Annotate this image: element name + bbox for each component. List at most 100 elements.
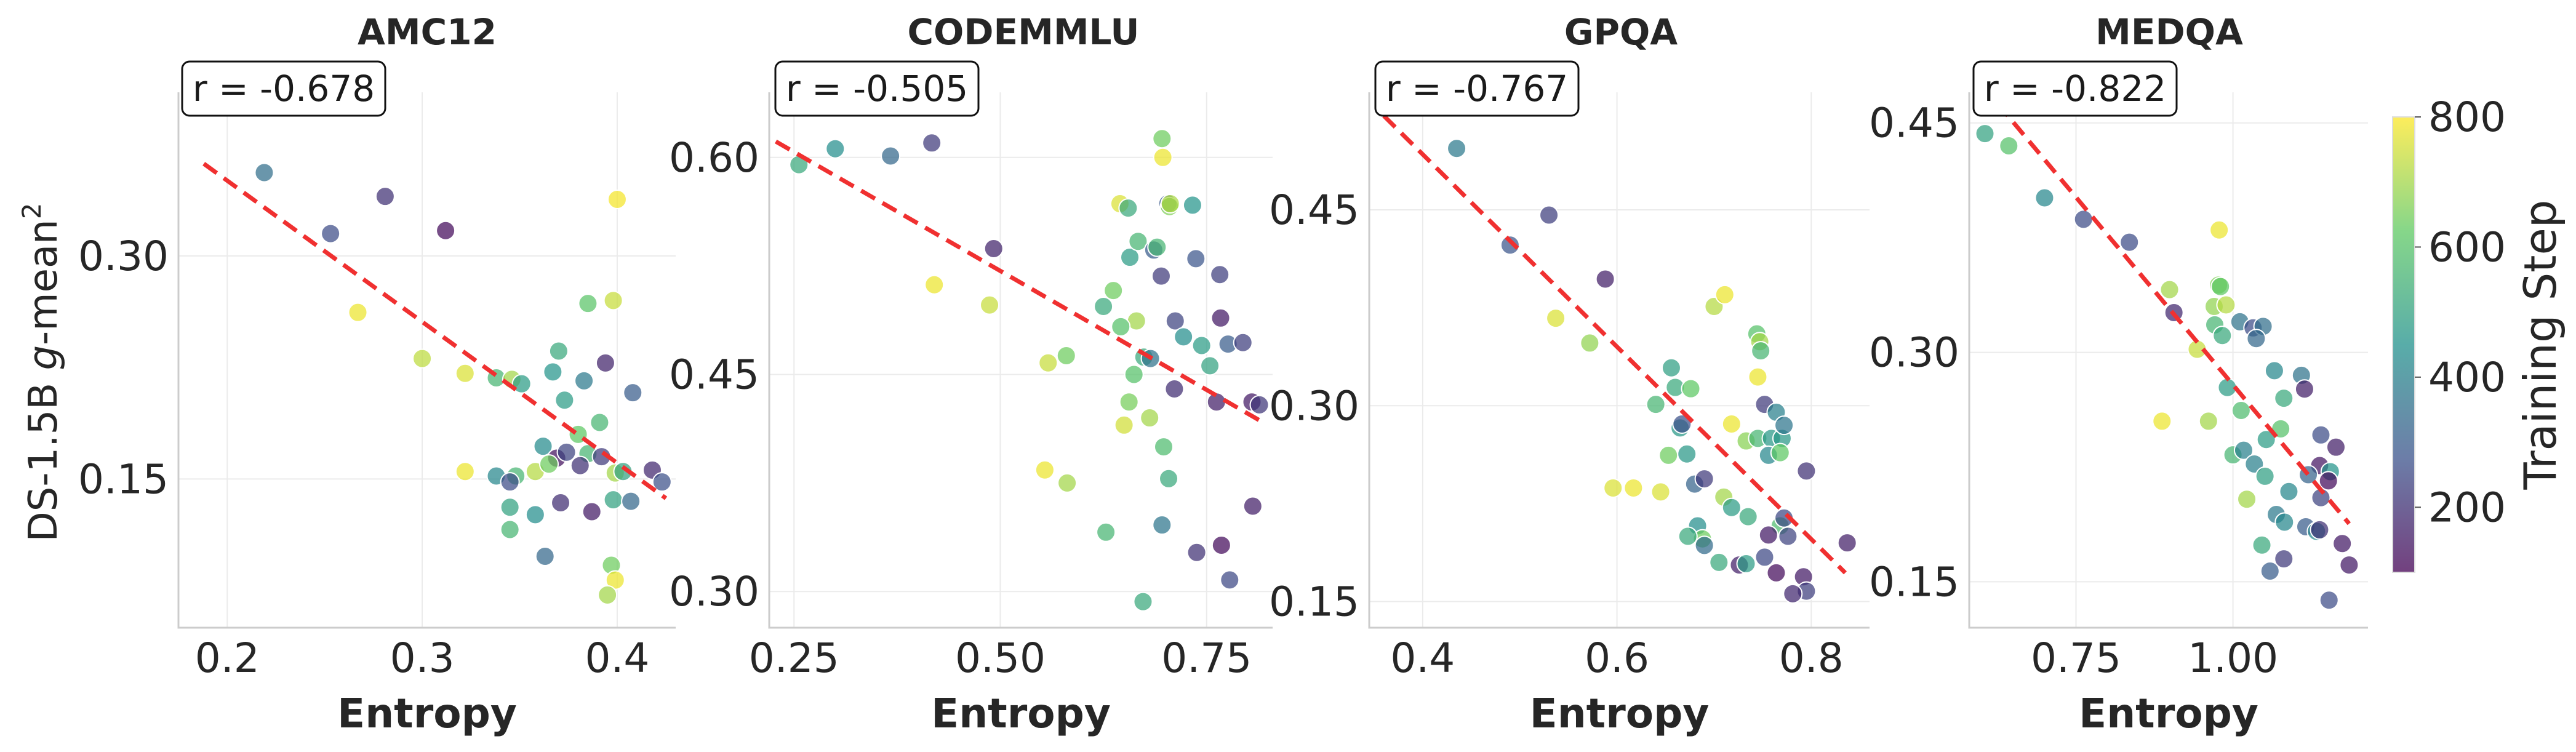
scatter-point — [551, 493, 571, 513]
scatter-point — [1783, 583, 1803, 604]
scatter-point — [1038, 353, 1058, 373]
scatter-point — [1603, 478, 1623, 498]
axis-spine — [1968, 92, 2368, 629]
scatter-point — [1056, 345, 1076, 366]
panel-title: GPQA — [1564, 11, 1678, 53]
scatter-point — [2210, 276, 2231, 297]
axis-spine — [1368, 92, 1870, 629]
scatter-point — [1118, 198, 1138, 218]
scatter-point — [1249, 394, 1270, 415]
scatter-point — [2216, 295, 2236, 315]
scatter-point — [1774, 415, 1794, 436]
panel-amc12: 0.2 0.3 0.4 0.15 0.30 AMC12 Entropy r = -0.678 — [78, 11, 676, 737]
scatter-point — [1646, 394, 1666, 415]
scatter-point — [621, 491, 641, 511]
scatter-point — [500, 472, 520, 492]
scatter-point — [1147, 237, 1167, 257]
scatter-point — [1119, 392, 1139, 412]
scatter-point — [556, 442, 577, 462]
scatter-point — [1140, 408, 1160, 428]
scatter-point — [1539, 205, 1559, 225]
scatter-point — [1233, 332, 1253, 353]
scatter-point — [1658, 445, 1679, 465]
scatter-point — [2209, 220, 2230, 240]
panel-codemmlu: 0.25 0.50 0.75 0.30 0.45 0.60 CODEMMLU Entropy r… — [669, 11, 1273, 737]
scatter-point — [2319, 590, 2339, 610]
scatter-point — [2326, 437, 2346, 457]
scatter-point — [2152, 411, 2172, 431]
scatter-point — [2274, 512, 2295, 532]
scatter-point — [570, 455, 590, 476]
x-tick-label: 0.6 — [1585, 634, 1649, 682]
axis-spine — [177, 92, 676, 629]
scatter-point — [595, 353, 615, 373]
y-tick-label: 0.30 — [1269, 382, 1359, 430]
scatter-point — [1153, 437, 1174, 457]
scatter-point — [1677, 444, 1697, 464]
scatter-point — [1694, 535, 1714, 556]
scatter-point — [539, 454, 559, 474]
scatter-point — [1650, 482, 1671, 502]
y-tick-label: 0.30 — [78, 233, 169, 280]
panel-title: AMC12 — [358, 11, 497, 53]
axis-spine — [768, 92, 1273, 629]
scatter-point — [1975, 124, 1995, 144]
scatter-point — [1694, 469, 1714, 489]
scatter-point — [1678, 526, 1698, 546]
scatter-point — [1210, 308, 1231, 328]
x-tick-label: 0.4 — [1390, 634, 1455, 682]
scatter-point — [254, 162, 274, 183]
scatter-point — [1736, 554, 1756, 574]
scatter-point — [2279, 481, 2299, 502]
scatter-point — [825, 138, 846, 159]
x-tick-label: 0.3 — [390, 634, 455, 682]
scatter-point — [1094, 297, 1114, 316]
scatter-point — [548, 341, 569, 361]
scatter-point — [924, 274, 945, 295]
scatter-point — [652, 472, 672, 492]
panel-title: MEDQA — [2095, 11, 2243, 53]
x-axis-label: Entropy — [1530, 690, 1710, 737]
scatter-point — [1766, 562, 1786, 583]
scatter-point — [455, 462, 475, 482]
scatter-point — [1672, 414, 1692, 434]
scatter-point — [590, 412, 610, 433]
scatter-point — [980, 295, 1000, 315]
scatter-point — [2246, 329, 2266, 349]
scatter-point — [1220, 570, 1240, 590]
correlation-label: r = -0.767 — [1386, 68, 1568, 110]
scatter-point — [2318, 471, 2338, 491]
scatter-point — [1758, 525, 1778, 545]
scatter-point — [1200, 356, 1220, 376]
scatter-point — [1152, 515, 1172, 535]
scatter-point — [1748, 367, 1768, 387]
x-tick-label: 0.25 — [749, 634, 839, 682]
trend-line — [1382, 114, 1847, 575]
x-axis-label: Entropy — [2079, 690, 2258, 737]
scatter-point — [1999, 136, 2019, 156]
x-tick-label: 0.75 — [2031, 634, 2121, 682]
scatter-point — [500, 519, 520, 540]
scatter-point — [1151, 266, 1171, 286]
scatter-point — [1034, 460, 1055, 480]
scatter-point — [1242, 496, 1263, 516]
x-tick-label: 0.4 — [585, 634, 649, 682]
y-tick-label: 0.15 — [78, 455, 169, 503]
scatter-point — [1057, 473, 1078, 493]
scatter-point — [1778, 526, 1798, 546]
scatter-point — [603, 290, 623, 311]
trend-line — [202, 162, 668, 500]
scatter-point — [2256, 430, 2276, 450]
scatter-point — [455, 363, 475, 383]
scatter-point — [511, 374, 532, 394]
scatter-point — [1159, 468, 1179, 489]
scatter-point — [1447, 138, 1467, 159]
scatter-point — [2237, 489, 2257, 510]
scatter-point — [1709, 552, 1729, 572]
scatter-point — [2274, 549, 2294, 569]
panel-gpqa: 0.4 0.6 0.8 0.15 0.30 0.45 GPQA Entropy r = -0.7… — [1269, 11, 1870, 737]
scatter-point — [1165, 311, 1185, 331]
scatter-point — [881, 146, 901, 166]
scatter-point — [1120, 247, 1140, 268]
scatter-point — [2339, 555, 2359, 575]
